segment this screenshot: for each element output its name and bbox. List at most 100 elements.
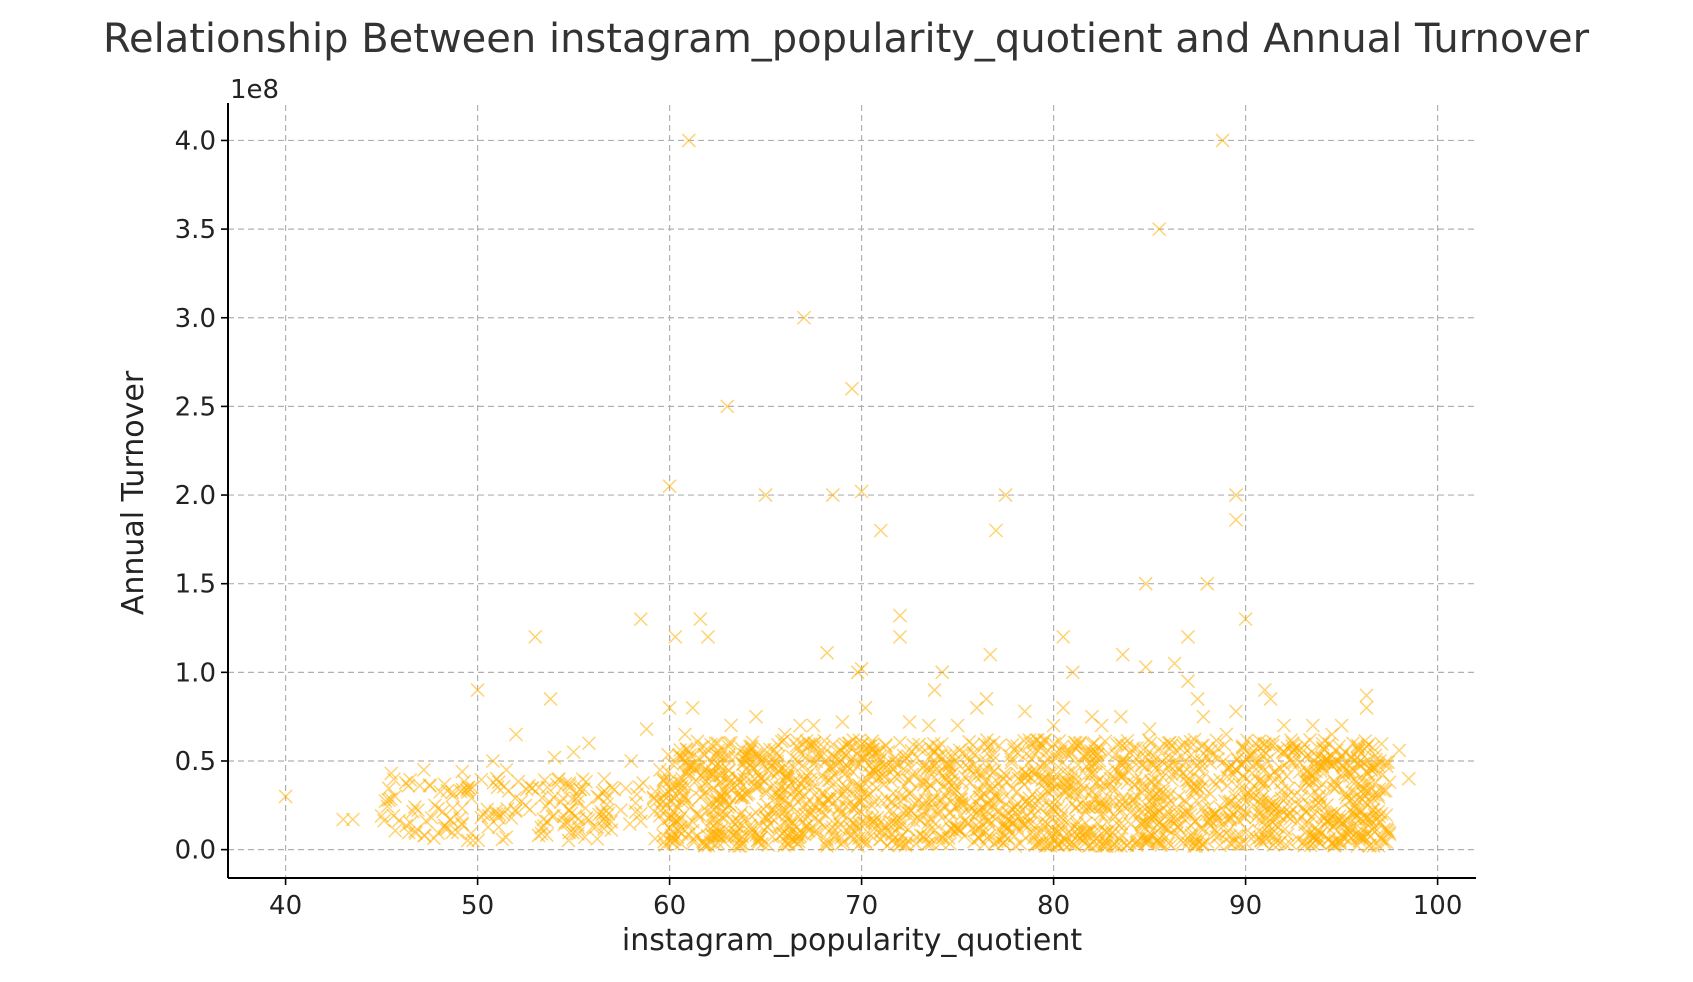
data-point (767, 742, 782, 757)
data-point (1280, 788, 1295, 803)
data-point (1296, 743, 1311, 758)
data-point (1022, 791, 1037, 806)
data-point (590, 831, 605, 846)
data-point (739, 753, 754, 768)
data-point (1103, 771, 1118, 786)
data-point (779, 807, 794, 822)
data-point (884, 826, 899, 841)
data-point (765, 829, 780, 844)
data-point (571, 821, 586, 836)
data-point (1315, 751, 1330, 766)
x-tick-label: 100 (1413, 891, 1463, 921)
data-point (1261, 818, 1276, 833)
x-tick-label: 70 (845, 891, 878, 921)
data-point (539, 799, 554, 814)
data-point (820, 792, 835, 807)
data-point (677, 727, 692, 742)
data-point (1363, 828, 1378, 844)
data-point (1046, 718, 1061, 733)
data-point (826, 767, 841, 782)
y-tick-label: 4.0 (175, 126, 216, 156)
data-point (852, 779, 867, 794)
data-point (1134, 757, 1149, 772)
data-point (854, 484, 869, 499)
data-point (753, 754, 768, 769)
data-point (1263, 691, 1278, 706)
data-point (979, 691, 994, 706)
data-point (961, 816, 976, 831)
data-point (797, 787, 812, 802)
data-point (662, 700, 677, 715)
data-point (750, 780, 765, 795)
data-point (1164, 772, 1179, 787)
data-point (1022, 733, 1037, 748)
data-point (681, 133, 696, 148)
data-point (898, 837, 913, 852)
data-point (832, 802, 847, 817)
data-point (380, 799, 395, 814)
data-point (1276, 744, 1291, 759)
data-point (672, 824, 687, 839)
data-point (445, 785, 460, 800)
data-point (543, 691, 558, 706)
data-point (1129, 741, 1144, 756)
data-point (803, 765, 818, 780)
data-point (913, 828, 928, 843)
data-point (1278, 837, 1293, 852)
data-point (902, 714, 917, 730)
data-point (810, 750, 825, 765)
data-point (1055, 739, 1070, 754)
data-point (460, 780, 476, 795)
data-point (1167, 656, 1182, 671)
data-point (942, 836, 957, 851)
data-point (856, 752, 871, 767)
data-point (997, 766, 1012, 781)
data-point (1056, 700, 1071, 715)
data-point (416, 762, 431, 777)
data-point (585, 819, 600, 834)
data-point (1249, 832, 1264, 847)
data-point (903, 803, 918, 818)
data-point (1174, 832, 1189, 848)
data-point (946, 776, 961, 791)
data-point (1326, 756, 1341, 771)
data-point (748, 780, 763, 795)
data-point (618, 781, 633, 796)
data-point (711, 825, 726, 840)
data-point (1365, 740, 1380, 755)
data-point (455, 817, 470, 832)
data-point (844, 381, 860, 396)
data-point (756, 801, 771, 816)
data-point (504, 811, 519, 826)
data-point (728, 749, 743, 765)
data-point (1329, 743, 1344, 758)
data-point (836, 786, 851, 801)
data-point (1094, 718, 1109, 733)
data-point (1108, 747, 1123, 762)
data-point (1073, 786, 1088, 801)
data-point (381, 781, 396, 796)
data-point (1017, 704, 1032, 719)
data-point (786, 774, 801, 789)
data-point (1361, 774, 1376, 789)
y-ticks: 0.0 0.5 1.0 1.5 2.0 2.5 3.0 3.5 4.0 (175, 126, 228, 866)
data-point (1084, 766, 1099, 781)
data-point (825, 488, 840, 503)
data-point (384, 766, 399, 781)
data-point (1108, 809, 1123, 824)
data-point (1228, 704, 1244, 719)
data-point (712, 776, 727, 791)
data-point (1093, 807, 1108, 822)
data-point (803, 776, 819, 791)
data-point (845, 800, 860, 815)
data-point (830, 785, 845, 800)
data-point (777, 793, 792, 808)
data-point (1007, 800, 1022, 815)
data-point (1025, 745, 1040, 760)
data-point (571, 789, 586, 804)
data-point (1319, 798, 1335, 813)
data-point (923, 777, 938, 792)
data-point (758, 488, 773, 503)
data-point (499, 830, 514, 845)
data-point (682, 752, 697, 767)
